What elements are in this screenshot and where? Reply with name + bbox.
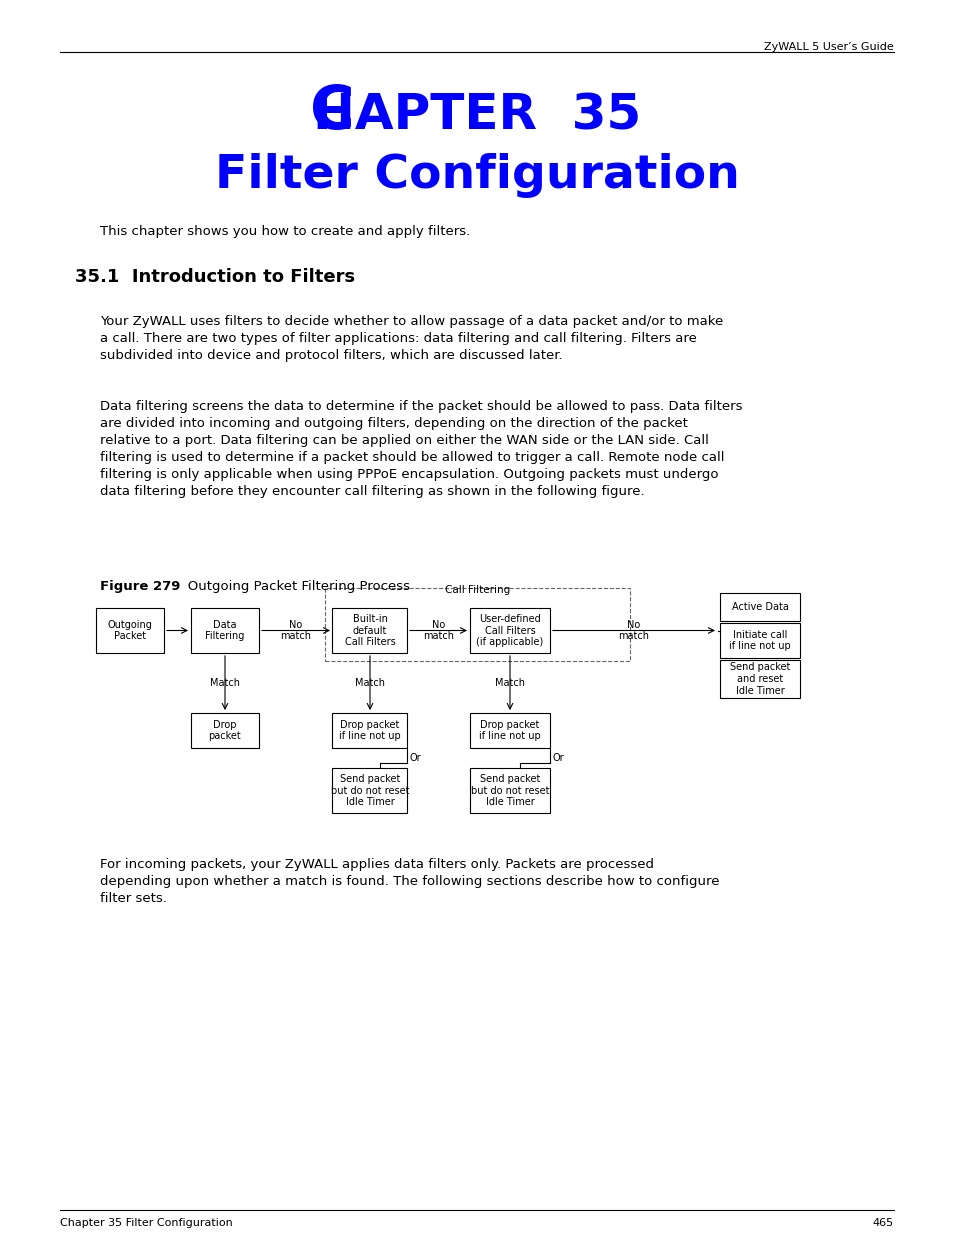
Text: Filter Configuration: Filter Configuration (214, 152, 739, 198)
Text: User-defined
Call Filters
(if applicable): User-defined Call Filters (if applicable… (476, 614, 543, 647)
Text: Outgoing Packet Filtering Process: Outgoing Packet Filtering Process (174, 580, 410, 593)
Text: Call Filtering: Call Filtering (444, 585, 510, 595)
Text: C: C (310, 83, 355, 142)
FancyBboxPatch shape (720, 593, 800, 621)
FancyBboxPatch shape (470, 713, 550, 748)
FancyBboxPatch shape (333, 608, 407, 653)
FancyBboxPatch shape (191, 608, 258, 653)
FancyBboxPatch shape (96, 608, 164, 653)
Text: Chapter 35 Filter Configuration: Chapter 35 Filter Configuration (60, 1218, 233, 1228)
FancyBboxPatch shape (470, 608, 550, 653)
Text: Match: Match (210, 678, 240, 688)
Text: Built-in
default
Call Filters: Built-in default Call Filters (344, 614, 395, 647)
Text: Active Data: Active Data (731, 601, 787, 613)
Text: For incoming packets, your ZyWALL applies data filters only. Packets are process: For incoming packets, your ZyWALL applie… (100, 858, 719, 905)
FancyBboxPatch shape (333, 713, 407, 748)
Text: Match: Match (495, 678, 524, 688)
Text: Data
Filtering: Data Filtering (205, 620, 244, 641)
FancyBboxPatch shape (333, 768, 407, 813)
Text: Outgoing
Packet: Outgoing Packet (108, 620, 152, 641)
Text: No
match: No match (618, 620, 649, 641)
FancyBboxPatch shape (720, 659, 800, 698)
Text: Send packet
but do not reset
Idle Timer: Send packet but do not reset Idle Timer (331, 774, 409, 808)
FancyBboxPatch shape (191, 713, 258, 748)
Text: 465: 465 (872, 1218, 893, 1228)
Text: Send packet
and reset
Idle Timer: Send packet and reset Idle Timer (729, 662, 789, 695)
Text: No
match: No match (422, 620, 454, 641)
Text: Drop packet
if line not up: Drop packet if line not up (338, 720, 400, 741)
Text: Initiate call
if line not up: Initiate call if line not up (728, 630, 790, 651)
Text: Your ZyWALL uses filters to decide whether to allow passage of a data packet and: Your ZyWALL uses filters to decide wheth… (100, 315, 722, 362)
Text: ZyWALL 5 User’s Guide: ZyWALL 5 User’s Guide (763, 42, 893, 52)
Text: Drop packet
if line not up: Drop packet if line not up (478, 720, 540, 741)
Text: Figure 279: Figure 279 (100, 580, 180, 593)
Text: Send packet
but do not reset
Idle Timer: Send packet but do not reset Idle Timer (470, 774, 549, 808)
Text: Match: Match (355, 678, 385, 688)
Text: Or: Or (410, 753, 421, 763)
Text: Or: Or (553, 753, 564, 763)
FancyBboxPatch shape (720, 622, 800, 658)
Text: Drop
packet: Drop packet (209, 720, 241, 741)
Text: 35.1  Introduction to Filters: 35.1 Introduction to Filters (75, 268, 355, 287)
Text: HAPTER  35: HAPTER 35 (313, 91, 640, 140)
Text: No
match: No match (280, 620, 312, 641)
Text: Data filtering screens the data to determine if the packet should be allowed to : Data filtering screens the data to deter… (100, 400, 741, 498)
FancyBboxPatch shape (470, 768, 550, 813)
Text: This chapter shows you how to create and apply filters.: This chapter shows you how to create and… (100, 225, 470, 238)
